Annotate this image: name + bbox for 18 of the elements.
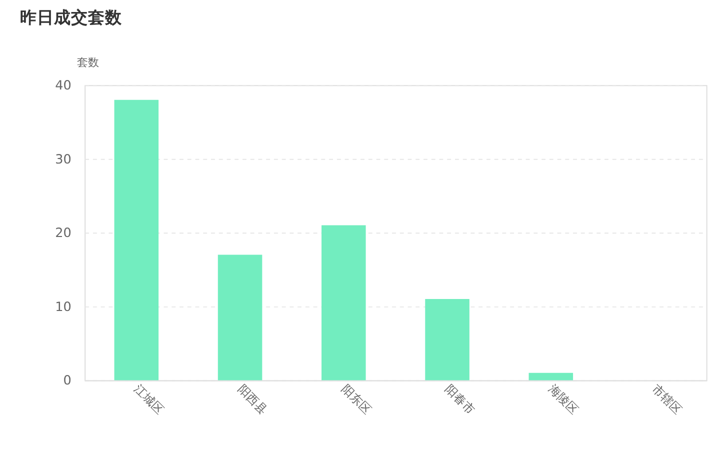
- bar: [528, 372, 574, 380]
- y-tick-label: 0: [63, 374, 72, 389]
- bar: [218, 254, 262, 380]
- x-tick-label: 阳春市: [442, 382, 478, 417]
- y-tick-label: 10: [55, 300, 72, 315]
- y-tick-label: 20: [55, 226, 72, 242]
- bar: [425, 299, 470, 380]
- chart-title: 昨日成交套数: [20, 7, 124, 28]
- y-axis-title: 套数: [77, 56, 100, 69]
- y-tick-label: 40: [55, 78, 72, 94]
- x-tick-label: 市辖区: [650, 382, 685, 417]
- bar: [114, 100, 159, 380]
- x-tick-label: 阳西县: [235, 382, 270, 417]
- x-tick-label: 阳东区: [338, 382, 374, 417]
- bar: [322, 225, 366, 380]
- y-tick-label: 30: [55, 152, 72, 168]
- x-tick-label: 海陵区: [546, 382, 582, 417]
- x-tick-label: 江城区: [132, 382, 167, 417]
